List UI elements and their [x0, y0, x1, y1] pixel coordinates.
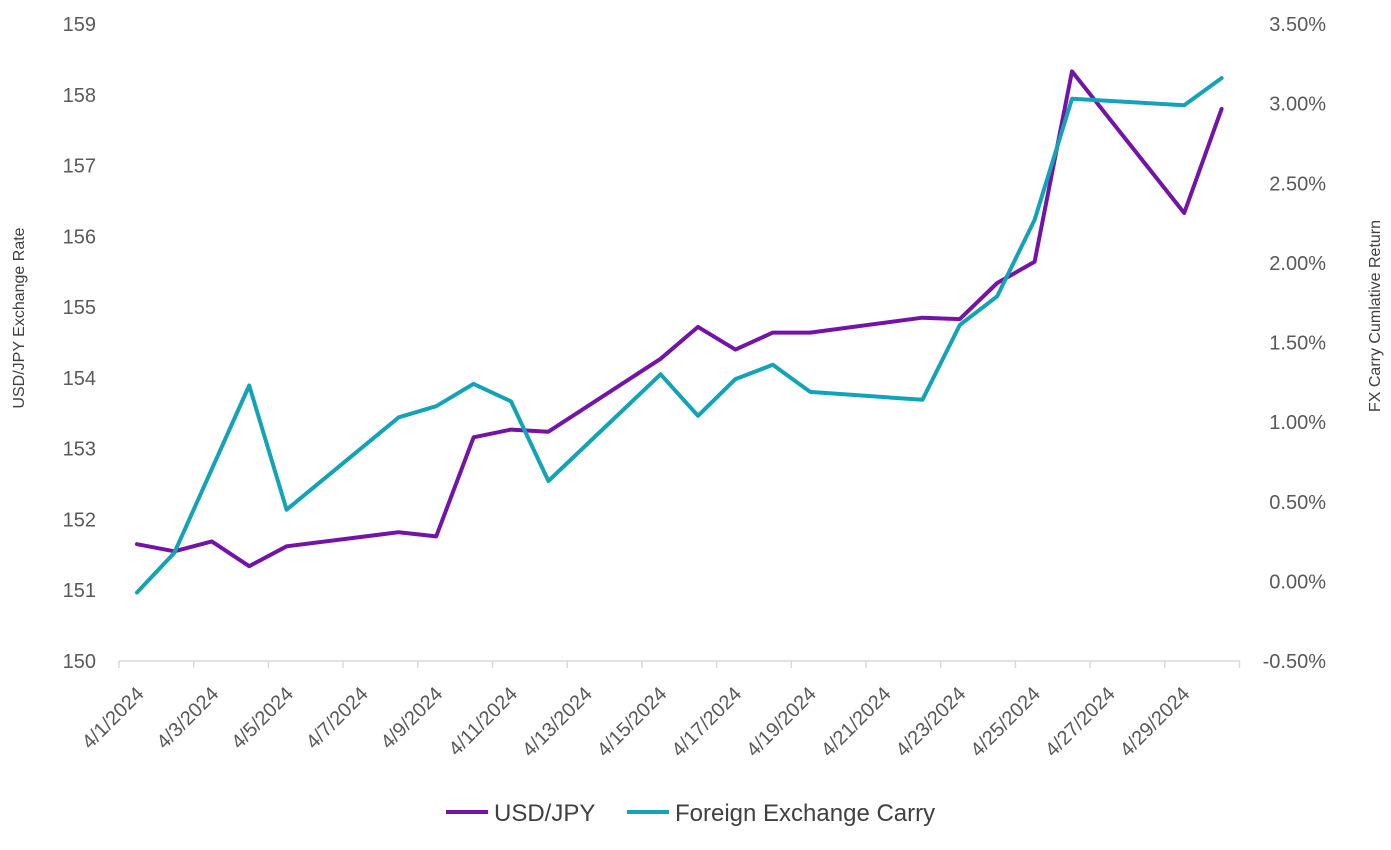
right-tick-label: 1.50% — [1269, 333, 1326, 355]
x-tick-label: 4/9/2024 — [377, 683, 448, 754]
x-tick-label: 4/7/2024 — [302, 683, 373, 754]
left-tick-label: 158 — [63, 85, 96, 107]
left-tick-label: 154 — [63, 368, 96, 390]
series-line-fx-carry — [135, 76, 1224, 595]
left-axis-title: USD/JPY Exchange Rate — [11, 227, 28, 408]
x-tick-label: 4/27/2024 — [1041, 683, 1119, 761]
x-tick-label: 4/23/2024 — [892, 683, 970, 761]
right-tick-label: -0.50% — [1263, 651, 1327, 673]
right-tick-label: 0.00% — [1269, 571, 1326, 593]
legend: USD/JPY Foreign Exchange Carry — [446, 800, 935, 827]
x-tick-label: 4/3/2024 — [153, 683, 224, 754]
right-tick-label: 1.00% — [1269, 412, 1326, 434]
left-tick-label: 159 — [63, 14, 96, 36]
right-tick-label: 3.00% — [1269, 94, 1326, 116]
legend-label-fx-carry: Foreign Exchange Carry — [675, 800, 935, 827]
left-tick-label: 152 — [63, 509, 96, 531]
series-layer — [135, 69, 1224, 595]
x-tick-label: 4/5/2024 — [227, 683, 298, 754]
x-tick-label: 4/29/2024 — [1116, 683, 1194, 761]
left-tick-label: 151 — [63, 580, 96, 602]
left-axis: 150 151 152 153 154 155 156 157 158 159 — [63, 14, 96, 673]
right-tick-label: 2.50% — [1269, 173, 1326, 195]
x-tick-label: 4/25/2024 — [966, 683, 1044, 761]
right-axis-title: FX Carry Cumlative Return — [1367, 220, 1384, 412]
left-tick-label: 157 — [63, 156, 96, 178]
right-axis: -0.50% 0.00% 0.50% 1.00% 1.50% 2.00% 2.50% 3.00… — [1263, 14, 1327, 673]
x-tick-label: 4/19/2024 — [742, 683, 820, 761]
left-tick-label: 155 — [63, 297, 96, 319]
right-tick-label: 3.50% — [1269, 14, 1326, 36]
series-line-usdjpy — [135, 69, 1224, 569]
left-tick-label: 156 — [63, 226, 96, 248]
x-axis: 4/1/2024 4/3/2024 4/5/2024 4/7/2024 4/9/2024… — [78, 660, 1241, 761]
x-tick-label: 4/11/2024 — [445, 683, 522, 760]
right-tick-label: 0.50% — [1269, 492, 1326, 514]
x-tick-label: 4/15/2024 — [593, 683, 671, 761]
left-tick-label: 150 — [63, 651, 96, 673]
x-tick-label: 4/21/2024 — [817, 683, 895, 761]
x-tick-label: 4/13/2024 — [518, 683, 596, 761]
x-tick-label: 4/1/2024 — [78, 683, 149, 754]
x-tick-label: 4/17/2024 — [668, 683, 746, 761]
legend-label-usdjpy: USD/JPY — [494, 800, 595, 827]
left-tick-label: 153 — [63, 439, 96, 461]
right-tick-label: 2.00% — [1269, 253, 1326, 275]
